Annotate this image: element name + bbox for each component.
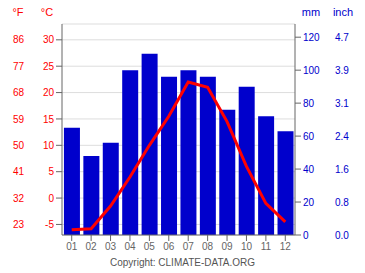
svg-text:0: 0 (303, 230, 309, 241)
svg-text:20: 20 (43, 87, 55, 98)
svg-text:80: 80 (303, 98, 315, 109)
svg-text:4.7: 4.7 (335, 32, 349, 43)
svg-text:°F: °F (12, 6, 23, 18)
svg-text:0.8: 0.8 (335, 197, 349, 208)
html-text:Copyright: CLIMATE-DATA.ORG: Copyright: CLIMATE-DATA.ORG (110, 257, 255, 268)
svg-text:12: 12 (280, 241, 292, 252)
svg-text:0.0: 0.0 (335, 230, 349, 241)
svg-text:-5: -5 (45, 219, 54, 230)
svg-text:60: 60 (303, 131, 315, 142)
svg-text:06: 06 (163, 241, 175, 252)
svg-text:59: 59 (13, 114, 25, 125)
svg-text:mm: mm (302, 6, 320, 18)
svg-text:09: 09 (221, 241, 233, 252)
svg-text:08: 08 (202, 241, 214, 252)
svg-text:30: 30 (43, 34, 55, 45)
svg-text:23: 23 (13, 219, 25, 230)
svg-text:5: 5 (48, 166, 54, 177)
svg-text:3.1: 3.1 (335, 98, 349, 109)
svg-text:°C: °C (41, 6, 53, 18)
svg-text:01: 01 (66, 241, 78, 252)
svg-text:03: 03 (105, 241, 117, 252)
svg-text:10: 10 (43, 140, 55, 151)
svg-text:15: 15 (43, 114, 55, 125)
svg-text:86: 86 (13, 34, 25, 45)
svg-text:07: 07 (183, 241, 195, 252)
svg-text:3.9: 3.9 (335, 65, 349, 76)
svg-text:05: 05 (144, 241, 156, 252)
svg-text:100: 100 (303, 65, 320, 76)
svg-text:20: 20 (303, 197, 315, 208)
svg-text:40: 40 (303, 164, 315, 175)
svg-text:inch: inch (333, 6, 353, 18)
svg-text:25: 25 (43, 61, 55, 72)
svg-text:0: 0 (48, 193, 54, 204)
svg-text:120: 120 (303, 32, 320, 43)
svg-text:02: 02 (86, 241, 98, 252)
svg-text:41: 41 (13, 166, 25, 177)
svg-text:50: 50 (13, 140, 25, 151)
svg-text:11: 11 (261, 241, 272, 252)
svg-text:1.6: 1.6 (335, 164, 349, 175)
svg-text:68: 68 (13, 87, 25, 98)
svg-text:04: 04 (124, 241, 136, 252)
svg-text:32: 32 (13, 193, 25, 204)
svg-text:10: 10 (241, 241, 253, 252)
svg-text:2.4: 2.4 (335, 131, 349, 142)
svg-text:77: 77 (13, 61, 25, 72)
